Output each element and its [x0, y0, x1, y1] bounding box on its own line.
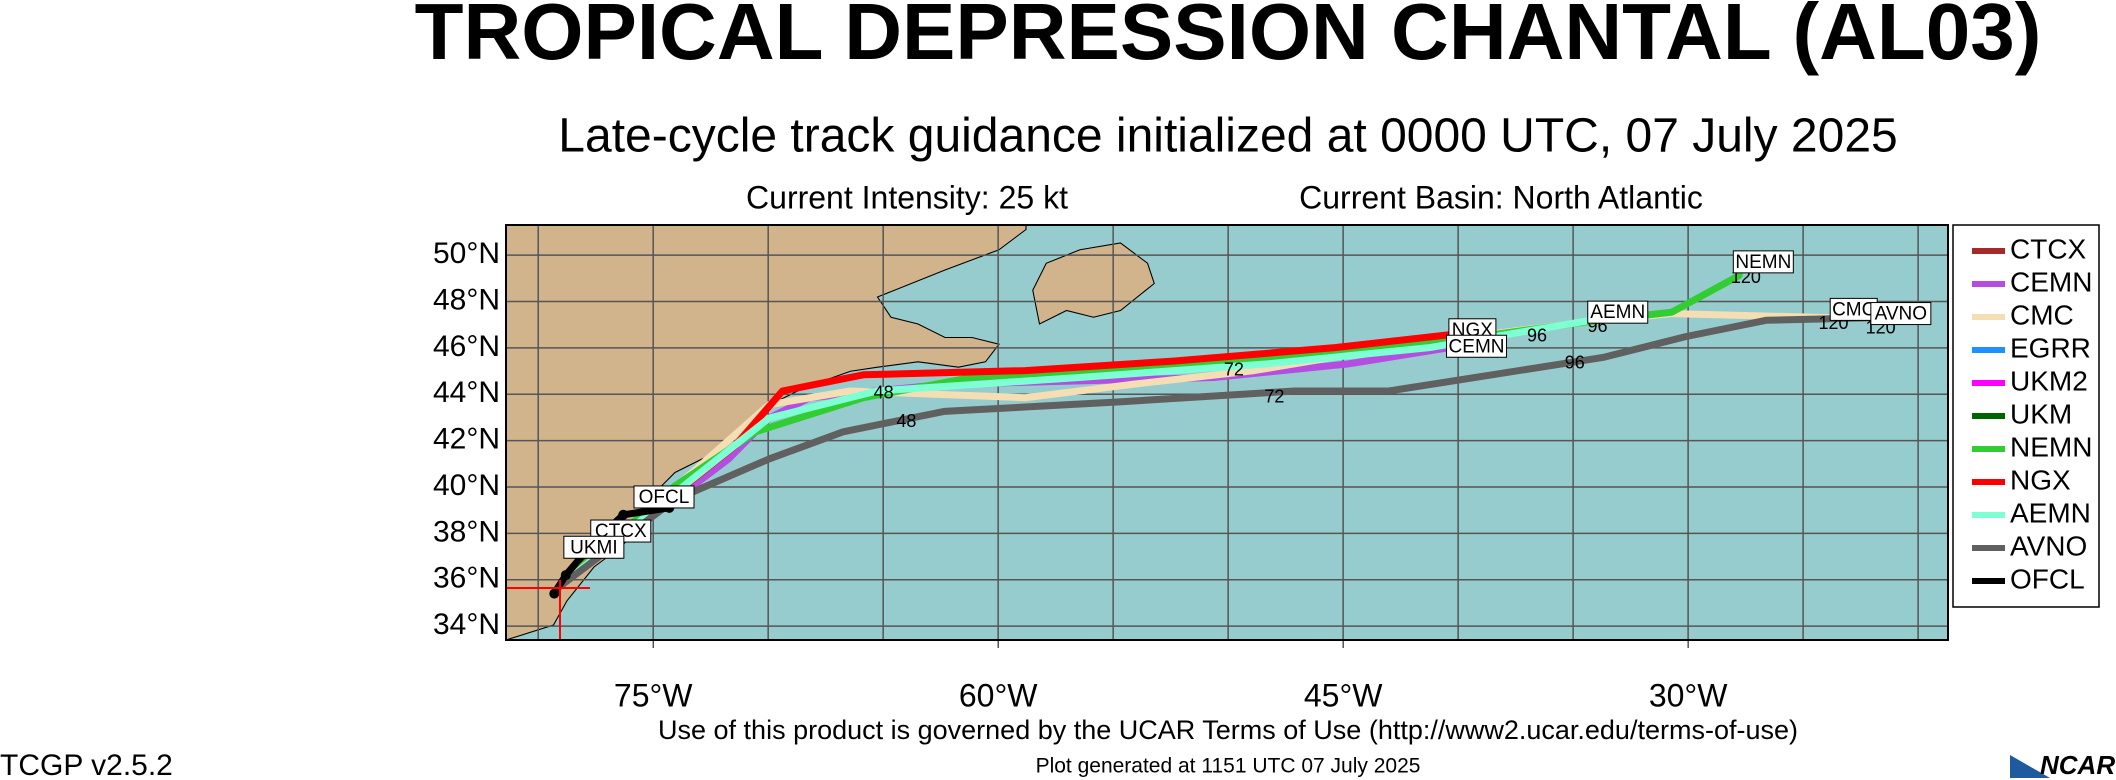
- y-tick-label: 38°N: [433, 515, 500, 548]
- y-tick-label: 44°N: [433, 376, 500, 409]
- legend-label: AEMN: [2010, 497, 2091, 528]
- map-frame: [505, 224, 1949, 641]
- y-tick-label: 36°N: [433, 562, 500, 595]
- track-label: OFCL: [639, 487, 690, 508]
- y-tick-label: 48°N: [433, 283, 500, 316]
- basin: Current Basin: North Atlantic: [1299, 179, 1703, 215]
- legend-label: NEMN: [2010, 431, 2092, 462]
- legend-label: CEMN: [2010, 266, 2092, 297]
- y-tick-label: 46°N: [433, 330, 500, 363]
- y-tick-label: 50°N: [433, 237, 500, 270]
- legend-label: AVNO: [2010, 530, 2087, 561]
- hour-label: 48: [874, 383, 894, 403]
- y-tick-label: 40°N: [433, 469, 500, 502]
- intensity: Current Intensity: 25 kt: [746, 179, 1068, 215]
- x-tick-label: 30°W: [1649, 677, 1728, 713]
- y-tick-label: 34°N: [433, 608, 500, 641]
- track-label-box: [1446, 334, 1508, 358]
- track-point: [560, 570, 571, 581]
- legend-label: UKM: [2010, 398, 2072, 429]
- track-label: CEMN: [1449, 336, 1505, 357]
- track-label-box: [1870, 302, 1932, 326]
- legend-label: EGRR: [2010, 332, 2091, 363]
- x-tick-label: 60°W: [959, 677, 1038, 713]
- track-label: NEMN: [1735, 252, 1791, 273]
- track-label: CMC: [1832, 299, 1875, 320]
- track: [554, 314, 1878, 592]
- legend-label: NGX: [2010, 464, 2071, 495]
- track-label-box: [563, 535, 625, 559]
- legend-label: CTCX: [2010, 233, 2087, 264]
- x-tick-label: 75°W: [614, 677, 693, 713]
- subtitle: Late-cycle track guidance initialized at…: [558, 110, 1897, 163]
- track-label: AVNO: [1875, 304, 1927, 325]
- version: TCGP v2.5.2: [0, 749, 173, 780]
- hour-label: 96: [1527, 325, 1547, 345]
- logo: NCAR: [2040, 750, 2115, 780]
- terms: Use of this product is governed by the U…: [658, 715, 1798, 745]
- generated: Plot generated at 1151 UTC 07 July 2025: [1036, 755, 1421, 778]
- track-label-box: [1587, 300, 1649, 324]
- legend-label: UKM2: [2010, 365, 2088, 396]
- y-tick-label: 42°N: [433, 423, 500, 456]
- track-label: UKMI: [570, 537, 618, 558]
- x-tick-label: 45°W: [1304, 677, 1383, 713]
- track-point: [618, 509, 629, 520]
- hour-label: 72: [1264, 386, 1284, 406]
- track-label-box: [1732, 250, 1794, 274]
- track-label: AEMN: [1590, 302, 1645, 323]
- land: [506, 225, 1155, 640]
- track-label-box: [633, 485, 695, 509]
- legend-label: OFCL: [2010, 563, 2085, 594]
- track: [554, 316, 1595, 592]
- logo-mark: [2010, 755, 2050, 778]
- hour-label: 48: [896, 411, 916, 431]
- legend-label: CMC: [2010, 299, 2074, 330]
- hour-label: 96: [1565, 353, 1585, 373]
- track-point: [549, 588, 560, 599]
- title: TROPICAL DEPRESSION CHANTAL (AL03): [415, 0, 2042, 76]
- hour-label: 72: [1224, 359, 1244, 379]
